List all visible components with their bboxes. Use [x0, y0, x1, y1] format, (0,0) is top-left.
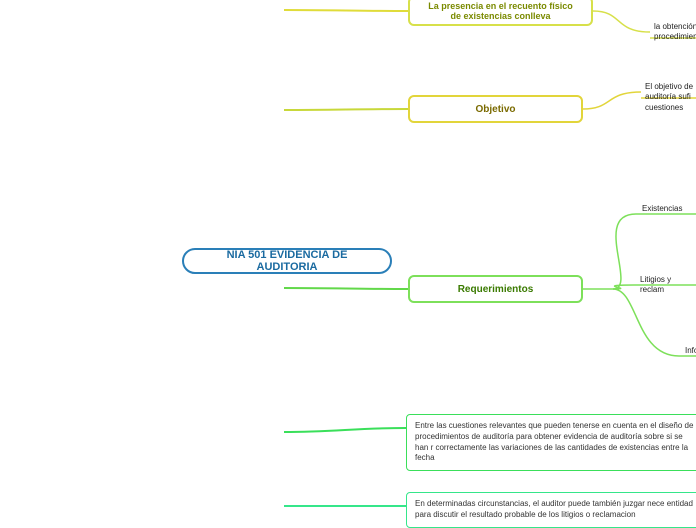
leaf-text: El objetivo de auditoría sufi cuestiones [645, 82, 696, 113]
note-block-1: En determinadas circunstancias, el audit… [406, 492, 696, 528]
root-node[interactable]: NIA 501 EVIDENCIA DE AUDITORIA [182, 248, 392, 274]
branch-requerimientos[interactable]: Requerimientos [408, 275, 583, 303]
leaf-text: Litigios y reclam [640, 275, 696, 296]
branch-presencia[interactable]: La presencia en el recuento físico de ex… [408, 0, 593, 26]
leaf-text: la obtención procedimien [654, 22, 696, 43]
leaf-text: Infor [685, 346, 696, 356]
leaf-text: Existencias [642, 204, 682, 214]
note-block-0: Entre las cuestiones relevantes que pued… [406, 414, 696, 471]
branch-objetivo[interactable]: Objetivo [408, 95, 583, 123]
